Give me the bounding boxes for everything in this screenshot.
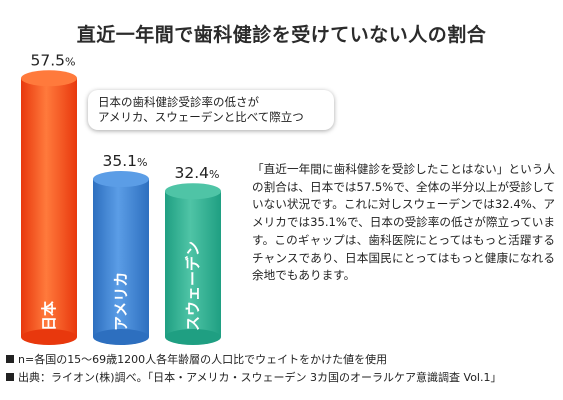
chart-title: 直近一年間で歯科健診を受けていない人の割合	[76, 24, 487, 46]
callout-bubble: 日本の歯科健診受診率の低さが アメリカ、スウェーデンと比べて際立つ	[88, 90, 334, 130]
bar-group-sweden: 32.4% スウェーデン	[165, 164, 221, 345]
bullet-square-icon	[6, 355, 14, 363]
bar-sweden	[165, 191, 221, 337]
note-source: 出典：ライオン(株)調べ。「日本・アメリカ・スウェーデン 3カ国のオーラルケア意…	[6, 369, 563, 387]
callout-line-1: 日本の歯科健診受診率の低さが	[98, 95, 259, 109]
bar-japan	[21, 78, 77, 337]
category-label-usa: アメリカ	[112, 272, 130, 331]
value-label-japan: 57.5%	[31, 51, 76, 69]
bar-usa	[93, 179, 149, 337]
value-label-usa: 35.1%	[103, 152, 148, 170]
bar-base-usa	[93, 329, 149, 345]
bar-top-sweden	[165, 183, 221, 200]
note-sample-text: n=各国の15～69歳1200人各年齢層の人口比でウェイトをかけた値を使用	[18, 353, 388, 366]
value-label-sweden: 32.4%	[175, 164, 220, 182]
note-sample: n=各国の15～69歳1200人各年齢層の人口比でウェイトをかけた値を使用	[6, 351, 563, 369]
bar-top-usa	[93, 171, 149, 188]
bar-group-usa: 35.1% アメリカ	[93, 152, 149, 345]
bar-base-japan	[21, 329, 77, 345]
bullet-square-icon	[6, 373, 14, 381]
callout-line-2: アメリカ、スウェーデンと比べて際立つ	[98, 110, 304, 124]
category-label-japan: 日本	[40, 301, 58, 331]
bar-group-japan: 57.5% 日本	[21, 51, 77, 345]
category-label-sweden: スウェーデン	[184, 241, 202, 331]
bar-base-sweden	[165, 329, 221, 345]
description-text: 「直近一年間に歯科健診を受診したことはない」という人の割合は、日本では57.5%…	[252, 162, 555, 283]
notes: n=各国の15～69歳1200人各年齢層の人口比でウェイトをかけた値を使用 出典…	[6, 351, 563, 387]
bar-top-japan	[21, 70, 77, 87]
note-source-text: 出典：ライオン(株)調べ。「日本・アメリカ・スウェーデン 3カ国のオーラルケア意…	[18, 371, 502, 384]
